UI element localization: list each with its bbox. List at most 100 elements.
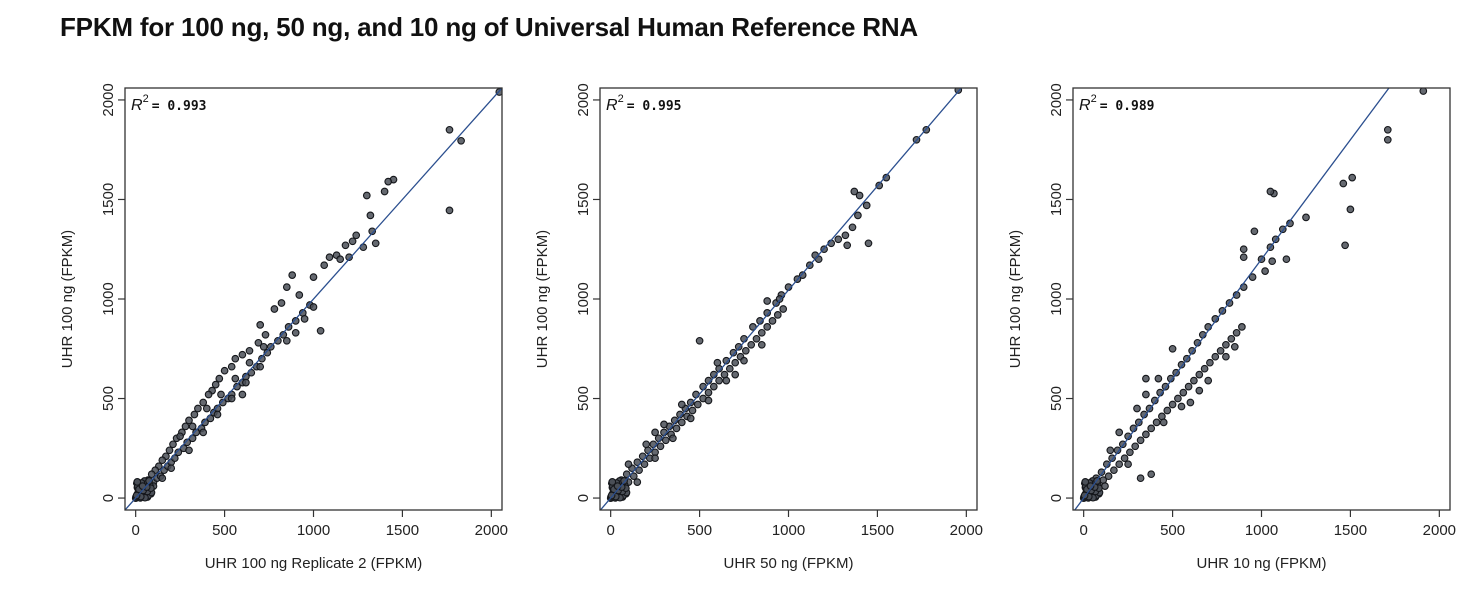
data-point	[277, 299, 286, 307]
data-point	[309, 273, 318, 281]
data-point	[231, 354, 240, 363]
data-point	[167, 464, 176, 473]
y-tick-label: 0	[100, 494, 117, 502]
data-point	[256, 321, 265, 329]
data-point	[176, 432, 184, 441]
fit-line	[125, 88, 502, 510]
data-point	[1131, 442, 1140, 451]
data-point	[850, 187, 859, 196]
r-squared-symbol: R	[1079, 97, 1091, 114]
data-point	[740, 356, 748, 365]
data-point	[763, 297, 772, 305]
fit-line	[600, 88, 963, 510]
data-point	[1227, 334, 1236, 343]
data-point	[1232, 328, 1241, 337]
data-point	[1154, 374, 1163, 383]
data-point	[692, 390, 700, 399]
data-point	[316, 326, 325, 335]
data-point	[672, 424, 681, 433]
x-tick-label: 2000	[475, 522, 508, 539]
data-point	[282, 283, 291, 291]
data-point	[1081, 478, 1090, 486]
data-point	[1261, 267, 1269, 275]
x-tick-label: 500	[212, 522, 237, 539]
data-point	[174, 448, 183, 457]
y-tick-label: 2000	[575, 83, 592, 116]
data-point	[259, 342, 268, 351]
x-tick-label: 1500	[386, 522, 419, 539]
data-point	[368, 227, 377, 236]
data-point	[261, 330, 270, 339]
x-tick-label: 500	[687, 522, 712, 539]
data-point	[1268, 257, 1277, 266]
data-point	[855, 191, 864, 200]
data-point	[1204, 376, 1213, 385]
data-point	[194, 404, 202, 413]
data-point	[1152, 418, 1161, 427]
data-point	[1239, 253, 1248, 262]
data-point	[238, 350, 247, 359]
data-point	[384, 177, 393, 186]
data-point	[341, 241, 350, 250]
data-point	[613, 482, 622, 490]
data-point	[256, 362, 265, 371]
data-points	[131, 88, 502, 502]
data-point	[1177, 360, 1186, 369]
data-point	[218, 398, 227, 407]
data-point	[734, 342, 743, 351]
data-point	[1104, 472, 1113, 481]
data-point	[1106, 446, 1115, 455]
data-point	[661, 436, 670, 445]
data-point	[1250, 227, 1259, 236]
data-point	[185, 416, 193, 425]
data-point	[622, 470, 631, 479]
data-point	[1282, 255, 1291, 264]
data-point	[188, 422, 197, 431]
data-point	[848, 223, 857, 232]
data-point	[864, 239, 873, 248]
data-point	[1142, 374, 1150, 383]
data-point	[291, 328, 300, 337]
data-point	[1179, 388, 1188, 397]
data-point	[274, 336, 282, 345]
x-tick-label: 1000	[297, 522, 330, 539]
data-point	[775, 295, 784, 303]
r-squared-annotation: R2 = 0.995	[606, 93, 681, 114]
data-point	[715, 376, 723, 385]
data-point	[190, 410, 199, 419]
data-point	[181, 422, 190, 431]
x-tick-label: 0	[1079, 522, 1087, 539]
data-point	[445, 206, 454, 215]
data-point	[608, 478, 617, 486]
scatter-panel-10ng: 0 500 1000 1500 2000 0 500 1000 1500 2000 UHR 10 n…	[1007, 83, 1456, 572]
data-point	[183, 438, 192, 447]
data-point	[233, 382, 241, 391]
data-point	[199, 398, 208, 407]
data-point	[651, 454, 659, 463]
data-point	[757, 340, 766, 349]
data-point	[1302, 213, 1310, 222]
y-tick-label: 1500	[1048, 183, 1065, 216]
data-point	[227, 362, 236, 371]
data-point	[217, 390, 225, 399]
data-point	[263, 348, 272, 357]
r-squared-value: = 0.995	[627, 99, 682, 114]
data-point	[651, 428, 659, 437]
data-point	[731, 358, 740, 367]
data-point	[640, 460, 649, 469]
data-point	[763, 323, 772, 331]
data-point	[669, 434, 677, 443]
data-point	[854, 211, 862, 220]
data-point	[660, 420, 668, 429]
data-point	[345, 253, 353, 262]
data-point	[1238, 323, 1246, 331]
y-axis-label: UHR 100 ng (FPKM)	[59, 230, 76, 368]
data-point	[215, 374, 224, 383]
data-point	[1142, 390, 1150, 399]
data-point	[624, 460, 633, 469]
data-point	[1147, 424, 1156, 433]
x-axis-label: UHR 50 ng (FPKM)	[723, 555, 853, 572]
data-point	[768, 317, 777, 325]
data-point	[1419, 88, 1428, 95]
data-point	[362, 191, 371, 200]
